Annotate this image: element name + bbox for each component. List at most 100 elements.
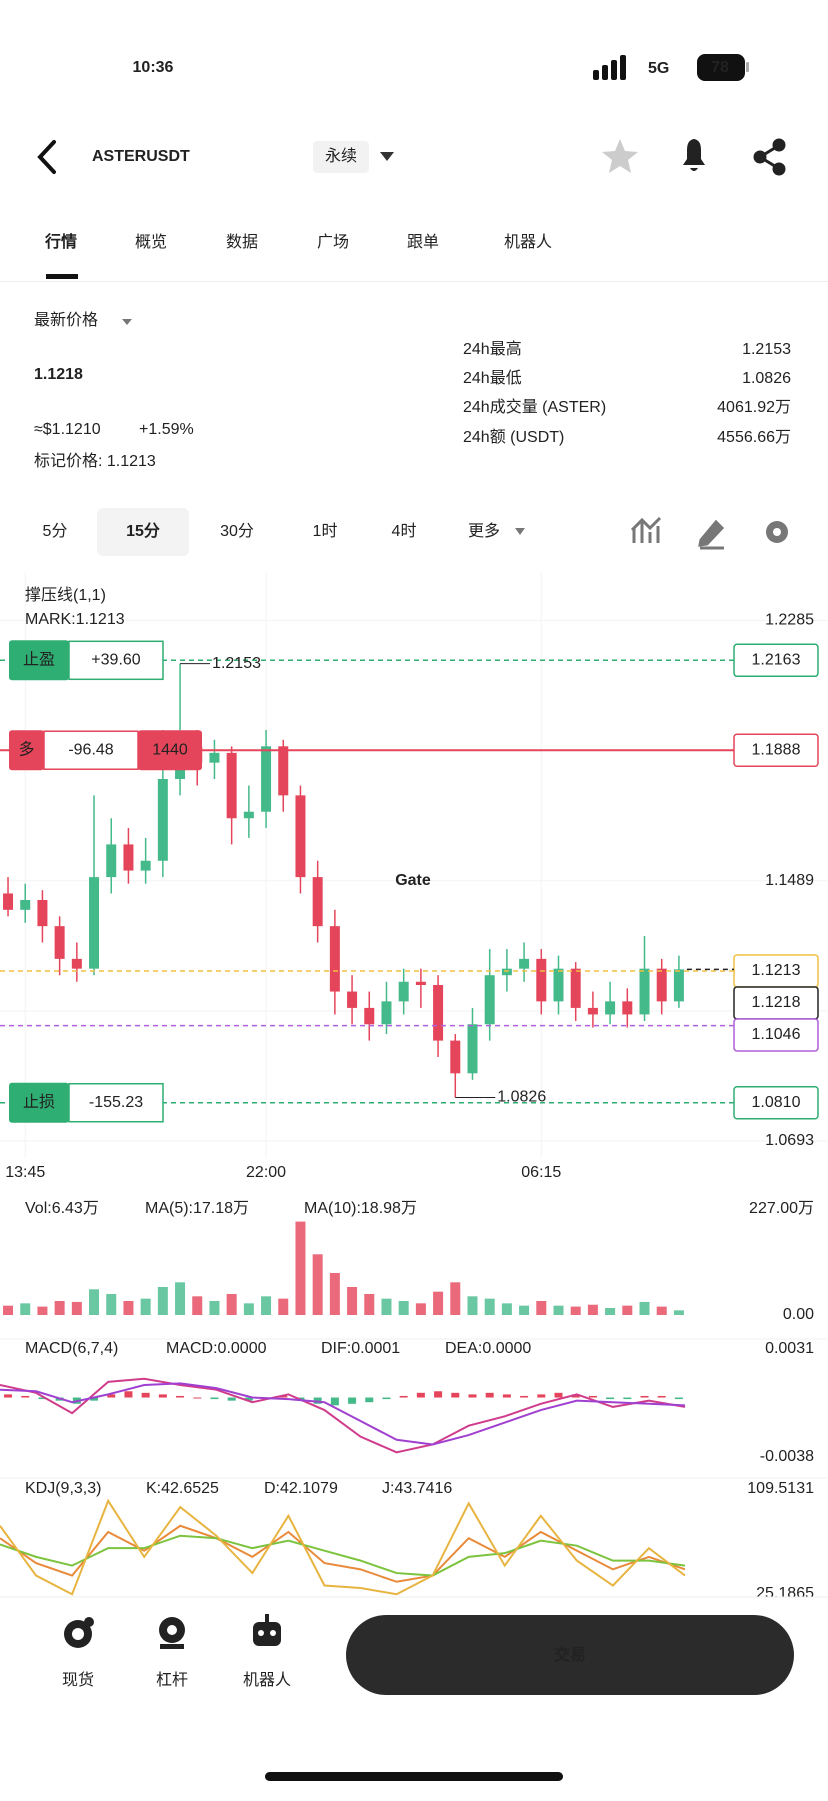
order-pnl: +39.60: [91, 652, 140, 669]
order-pnl-box: [43, 730, 139, 770]
volume-bar: [123, 1300, 134, 1315]
y-tick-label: 1.2285: [765, 612, 814, 629]
interval-tab[interactable]: 15分: [126, 522, 160, 540]
x-tick-label: 22:00: [246, 1164, 286, 1181]
nav-label[interactable]: 杠杆: [156, 1671, 188, 1689]
macd-bar: [416, 1392, 425, 1398]
candle-body: [329, 926, 340, 992]
interval-tab[interactable]: 1时: [313, 522, 338, 540]
settings-button[interactable]: [766, 521, 788, 543]
alert-button[interactable]: [683, 139, 705, 171]
indicator-line: [0, 1498, 686, 1596]
symbol-dropdown[interactable]: [380, 152, 394, 161]
battery-nub: [746, 62, 749, 72]
low-marker-label: 1.0826: [497, 1089, 546, 1106]
macd-bar: [434, 1391, 443, 1398]
volume-bar: [656, 1306, 667, 1315]
order-tag-name[interactable]: 多: [18, 740, 34, 758]
volume-bar: [433, 1291, 444, 1315]
macd-bar: [657, 1395, 666, 1398]
nav-label[interactable]: 机器人: [243, 1671, 291, 1689]
volume-bar: [209, 1300, 220, 1315]
tab[interactable]: 数据: [226, 233, 258, 251]
price-change: +1.59%: [139, 421, 194, 438]
interval-tab[interactable]: 4时: [392, 522, 417, 540]
volume-bar: [140, 1298, 151, 1315]
x-tick-label: 06:15: [521, 1164, 561, 1181]
legend-item: MACD:0.0000: [166, 1340, 267, 1357]
volume-bar: [295, 1221, 306, 1315]
volume-bar: [312, 1254, 323, 1315]
candle-body: [433, 985, 444, 1041]
price-level-label: 1.1888: [752, 741, 801, 758]
order-tag[interactable]: [9, 640, 69, 681]
order-tag[interactable]: [9, 1082, 69, 1123]
interval-tab[interactable]: 5分: [43, 522, 68, 540]
order-tag-name[interactable]: 止盈: [23, 651, 55, 669]
order-pnl-box: [68, 640, 164, 681]
bot-icon[interactable]: [253, 1614, 281, 1646]
macd-bar: [158, 1394, 167, 1398]
trade-label[interactable]: 交易: [554, 1645, 586, 1664]
back-button[interactable]: [37, 140, 56, 174]
spot-icon[interactable]: [64, 1617, 94, 1648]
legend-item: K:42.6525: [146, 1480, 219, 1497]
order-tag-name[interactable]: 止损: [23, 1093, 55, 1111]
interval-tab[interactable]: 更多: [468, 522, 500, 540]
tab[interactable]: 跟单: [407, 233, 439, 251]
order-tag[interactable]: [9, 730, 44, 771]
y-tick-label: 0.00: [783, 1306, 814, 1323]
contract-tag: 永续: [325, 147, 357, 165]
volume-bar: [243, 1303, 254, 1315]
stat-label: 24h额 (USDT): [463, 428, 564, 446]
battery-level: 78: [711, 59, 729, 76]
candle-body: [587, 1007, 598, 1015]
candle-body: [398, 981, 409, 1002]
price-level-label: 1.2163: [752, 652, 801, 669]
divider: [0, 281, 828, 282]
price-level-box: [733, 1085, 819, 1120]
trade-button[interactable]: [346, 1615, 794, 1695]
candle-body: [639, 968, 650, 1015]
nav-label[interactable]: 现货: [62, 1671, 94, 1689]
home-indicator: [265, 1772, 563, 1781]
bottom-bar: 现货 杠杆 机器人 交易: [0, 1596, 828, 1801]
interval-tab[interactable]: 30分: [220, 522, 254, 540]
candle-body: [656, 968, 667, 1002]
indicator-button[interactable]: [630, 516, 662, 543]
tab[interactable]: 广场: [317, 233, 349, 251]
indicator-line: [0, 1377, 686, 1454]
macd-bar: [399, 1395, 408, 1398]
candle-body: [381, 1001, 392, 1025]
volume-bar: [605, 1307, 616, 1315]
legend-item: DEA:0.0000: [445, 1340, 531, 1357]
macd-bar: [330, 1397, 339, 1406]
y-tick-label: 1.1489: [765, 872, 814, 889]
x-tick-label: 13:45: [5, 1164, 45, 1181]
share-button[interactable]: [753, 138, 786, 176]
macd-bar: [537, 1394, 546, 1398]
tab[interactable]: 概览: [135, 233, 167, 251]
candle-body: [71, 958, 82, 969]
volume-bar: [484, 1298, 495, 1315]
candle-body: [364, 1007, 375, 1025]
tab[interactable]: 行情: [44, 232, 77, 251]
macd-bar: [571, 1394, 580, 1398]
macd-bar: [4, 1394, 13, 1398]
favorite-button[interactable]: [602, 139, 638, 173]
candle-body: [450, 1040, 461, 1074]
volume-bar: [347, 1286, 358, 1315]
tab[interactable]: 机器人: [504, 233, 552, 251]
candle-body: [553, 968, 564, 1002]
high-marker-label: 1.2153: [212, 655, 261, 672]
macd-bar: [382, 1397, 391, 1400]
margin-icon[interactable]: [159, 1617, 185, 1649]
price-dropdown[interactable]: [122, 319, 132, 325]
macd-bar: [279, 1395, 288, 1398]
tag-background: [313, 141, 369, 173]
y-tick-label: -0.0038: [760, 1448, 814, 1465]
candle-body: [3, 893, 14, 910]
more-dropdown[interactable]: [515, 528, 525, 535]
draw-button[interactable]: [698, 519, 725, 550]
